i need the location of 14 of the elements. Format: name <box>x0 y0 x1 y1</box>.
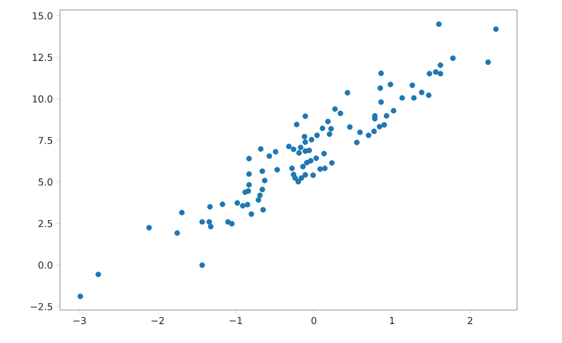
y-tick-label: −2.5 <box>30 303 52 310</box>
x-tick-label: 2 <box>468 317 472 324</box>
y-tick-label: 10.0 <box>32 95 52 103</box>
x-tick-label: −3 <box>74 317 86 324</box>
y-tick-label: 15.0 <box>32 12 52 20</box>
x-tick-label: −1 <box>230 317 242 324</box>
y-tick-label: 2.5 <box>38 220 52 228</box>
y-tick-label: 0.0 <box>38 262 52 269</box>
x-tick-label: 0 <box>311 317 316 324</box>
x-tick-label: 1 <box>390 317 394 324</box>
y-tick-label: 5.0 <box>38 178 52 186</box>
x-tick-label: −2 <box>152 317 164 324</box>
y-tick-label: 12.5 <box>32 54 52 61</box>
y-tick-label: 7.5 <box>38 136 52 144</box>
